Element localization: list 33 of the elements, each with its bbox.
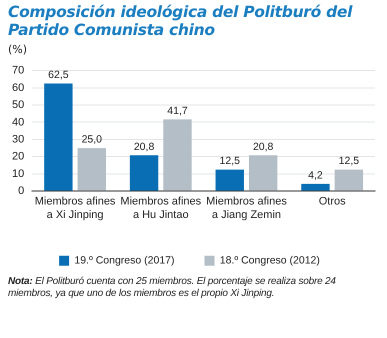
x-tick-label: Otros [318,196,346,208]
legend-label: 19.º Congreso (2017) [74,254,175,267]
y-tick-label: 50 [12,99,24,112]
y-tick-label: 0 [18,185,24,198]
y-tick-label: 30 [12,133,24,146]
x-tick-label: Miembros afines a Hu Jintao [120,196,202,221]
bar [301,184,330,191]
data-label: 20,8 [252,140,274,153]
legend-label: 18.º Congreso (2012) [220,254,320,267]
x-tick-label: Miembros afines a Jiang Zemin [206,196,288,221]
data-label: 12,5 [220,155,240,168]
text: Nota: El Politburó cuenta con 25 miembros. El porcentaje se realiza sobre 24 miembros, ya que uno de los miembros es el propio Xi Jinping. [8,276,337,300]
y-tick-label: 20 [12,150,24,163]
bar [216,170,244,191]
y-axis-title: (%) [8,43,28,56]
bar [334,170,364,191]
bar [78,148,106,191]
y-tick-label: 40 [12,116,24,128]
y-tick-label: 70 [12,64,24,77]
y-tick-label: 60 [12,82,24,94]
data-label: 4,2 [308,170,323,182]
bar [130,155,158,191]
data-label: 41,7 [167,104,188,117]
data-label: 12,5 [338,155,360,168]
x-tick-label: Miembros afines a Xi Jinping [34,196,116,221]
data-label: 25,0 [82,134,102,146]
bar [163,119,192,191]
chart-title: Composición ideológica del Politburó del Partido Comunista chino [7,2,354,39]
data-label: 20,8 [134,140,154,153]
data-label: 62,5 [48,69,69,82]
bar [44,84,73,191]
bar [248,155,278,191]
y-tick-label: 10 [12,168,24,180]
